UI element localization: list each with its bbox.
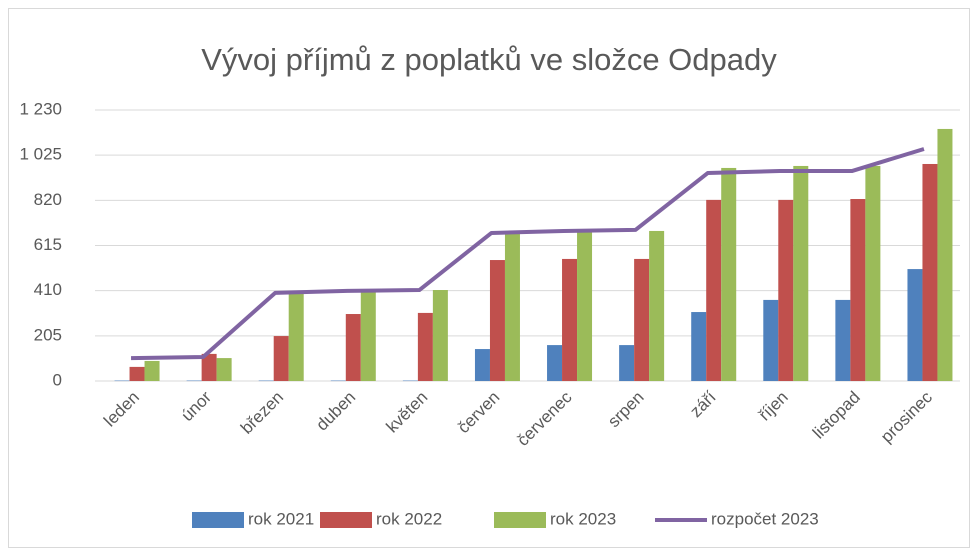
bar [417,312,433,381]
bar [865,165,881,381]
line-series [131,147,925,361]
bar [577,230,593,381]
bar [562,258,578,381]
y-tick-label: 0 [53,370,62,389]
bar [504,232,520,381]
y-tick-label: 205 [34,325,62,344]
bar [186,380,202,382]
legend-swatch [320,512,372,528]
legend-label: rozpočet 2023 [711,509,819,528]
bar [216,358,232,381]
bar [345,314,361,381]
bar [763,299,779,381]
bar [489,260,505,381]
y-tick-label: 1 230 [19,99,62,118]
bar [850,199,866,381]
bar [288,293,304,381]
bar [937,128,953,381]
bar [474,349,490,381]
bar [273,336,289,381]
bar [201,353,217,381]
bar [258,380,274,382]
bar [907,269,923,381]
bar [835,299,851,381]
y-tick-label: 615 [34,235,62,254]
bar [778,199,794,381]
bar [330,380,346,382]
y-tick-label: 820 [34,190,62,209]
legend-swatch [494,512,546,528]
legend-label: rok 2021 [248,509,314,528]
y-tick-label: 410 [34,280,62,299]
bar [144,360,160,381]
bar [793,165,809,381]
chart-border [8,8,970,548]
bar [691,312,707,381]
bar [129,366,145,381]
bar [432,290,448,381]
y-tick-label: 1 025 [19,145,62,164]
legend-label: rok 2022 [376,509,442,528]
bar [649,230,665,381]
legend-label: rok 2023 [550,509,616,528]
bar [721,167,737,381]
bar [402,380,418,382]
bar [360,291,376,381]
legend-swatch [192,512,244,528]
bar [547,345,563,381]
bar [706,199,722,381]
bar [114,380,130,382]
bar [922,163,938,381]
bar [634,258,650,381]
chart-title: Vývoj příjmů z poplatků ve složce Odpady [201,42,777,77]
bar [619,345,635,381]
